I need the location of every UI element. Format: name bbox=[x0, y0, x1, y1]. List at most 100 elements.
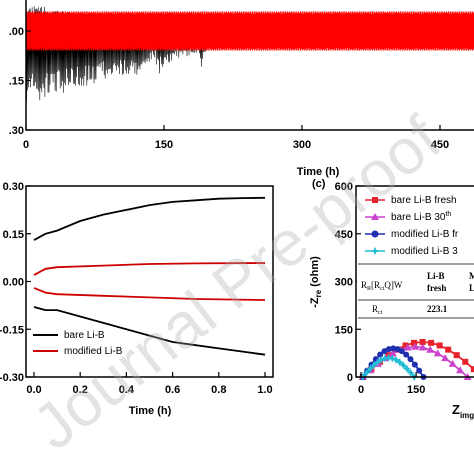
top-series-red-line bbox=[25, 11, 474, 51]
legend-item-bare-30th: bare Li-B 30th bbox=[365, 211, 451, 223]
top-x-tick-label: 150 bbox=[155, 139, 173, 151]
nyquist-point-circle bbox=[398, 348, 405, 355]
bottom-left-x-tick-label: 0.0 bbox=[26, 384, 41, 396]
top-series-group bbox=[25, 6, 474, 102]
nyquist-point-triangle bbox=[418, 343, 427, 351]
legend-label-modified: modified Li-B bbox=[64, 346, 123, 357]
legend-marker-circle bbox=[371, 230, 379, 238]
top-y-tick-label: .30 bbox=[9, 125, 24, 137]
bottom-right-x-tick-label: 150 bbox=[407, 384, 425, 396]
nyquist-point-square bbox=[436, 342, 443, 349]
legend-marker-star bbox=[370, 247, 380, 255]
bottom-left-y-tick-label: 0.15 bbox=[3, 229, 24, 241]
bottom-right-y-tick-label: 450 bbox=[335, 229, 353, 241]
nyquist-point-star bbox=[366, 364, 375, 373]
bottom-right-y-tick-label: 300 bbox=[335, 277, 353, 289]
nyquist-point-triangle bbox=[388, 349, 397, 357]
legend-label: bare Li-B 30th bbox=[391, 211, 451, 223]
nyquist-point-square bbox=[402, 342, 409, 349]
nyquist-point-triangle bbox=[441, 354, 450, 362]
panel-label-c: (c) bbox=[312, 178, 326, 190]
nyquist-point-star bbox=[395, 358, 404, 367]
legend-label: modified Li-B 3 bbox=[391, 246, 458, 257]
table-row-rct-label: Rct bbox=[372, 304, 383, 316]
top-x-axis-label: Time (h) bbox=[297, 166, 340, 178]
legend-item-modified-30: modified Li-B 3 bbox=[365, 246, 458, 257]
legend-marker-square bbox=[372, 197, 378, 203]
nyquist-point-circle bbox=[411, 361, 418, 368]
bottom-right-x-tick-label: 0 bbox=[358, 384, 364, 396]
top-plot-frame bbox=[25, 0, 474, 131]
nyquist-point-star bbox=[391, 355, 400, 364]
legend-label-bare: bare Li-B bbox=[64, 330, 105, 341]
bottom-right-y-axis-label: -Zre (ohm) bbox=[309, 256, 323, 308]
bottom-left-ticks: 0.0 0.2 0.4 0.6 0.8 1.0 0.30 0.15 0.00 -0.15 -0.30 bbox=[0, 181, 273, 396]
nyquist-point-star bbox=[380, 354, 389, 363]
top-x-tick-label: 0 bbox=[23, 139, 29, 151]
bottom-left-y-tick-label: -0.30 bbox=[0, 372, 24, 384]
bottom-left-y-tick-label: -0.15 bbox=[0, 324, 24, 336]
inset-table: RR[RctQ]W Li-B fresh M Li Rct 223.1 bbox=[357, 262, 474, 319]
bottom-right-legend: bare Li-B fresh bare Li-B 30th modified … bbox=[365, 195, 459, 257]
table-header-lib: Li-B bbox=[427, 271, 445, 281]
nyquist-point-triangle bbox=[448, 359, 457, 367]
legend-marker-triangle bbox=[371, 213, 379, 220]
bottom-right-y-tick-label: 150 bbox=[335, 324, 353, 336]
nyquist-point-circle bbox=[403, 351, 410, 358]
nyquist-point-star bbox=[388, 354, 397, 363]
bottom-left-x-tick-label: 0.4 bbox=[119, 384, 135, 396]
nyquist-point-circle bbox=[416, 367, 423, 374]
nyquist-point-triangle bbox=[426, 345, 435, 353]
nyquist-point-square bbox=[419, 338, 426, 345]
legend-label: modified Li-B fr bbox=[391, 229, 459, 240]
nyquist-point-square bbox=[445, 346, 452, 353]
bottom-left-y-tick-label: 0.30 bbox=[3, 181, 24, 193]
bottom-right-x-axis-label: Zimg bbox=[452, 402, 474, 420]
bottom-right-y-tick-label: 600 bbox=[335, 181, 353, 193]
nyquist-point-square bbox=[462, 358, 469, 365]
table-bg bbox=[357, 262, 474, 300]
nyquist-point-circle bbox=[407, 356, 414, 363]
series-modified-lower-line bbox=[33, 287, 266, 301]
nyquist-point-star bbox=[377, 355, 386, 364]
table-header-li: Li bbox=[469, 283, 474, 293]
bottom-left-x-axis-label: Time (h) bbox=[129, 405, 172, 417]
nyquist-point-star bbox=[384, 353, 393, 362]
bottom-left-x-tick-label: 0.2 bbox=[73, 384, 88, 396]
table-row-rct-value: 223.1 bbox=[427, 304, 448, 314]
nyquist-point-star bbox=[362, 368, 371, 377]
table-header-m: M bbox=[469, 271, 474, 281]
bottom-left-x-tick-label: 0.6 bbox=[165, 384, 180, 396]
legend-item-modified-fresh: modified Li-B fr bbox=[365, 229, 459, 240]
series-bare-upper-line bbox=[33, 196, 266, 241]
bottom-left-x-tick-label: 1.0 bbox=[257, 384, 272, 396]
nyquist-point-circle bbox=[377, 351, 384, 358]
nyquist-point-star bbox=[406, 368, 415, 377]
top-y-tick-label: .00 bbox=[9, 26, 24, 38]
bottom-left-x-tick-label: 0.8 bbox=[211, 384, 226, 396]
nyquist-point-square bbox=[428, 339, 435, 346]
bottom-left-panel: 0.0 0.2 0.4 0.6 0.8 1.0 0.30 0.15 0.00 -0.15 -0.30… bbox=[0, 181, 274, 417]
top-x-tick-label: 300 bbox=[293, 139, 311, 151]
top-panel: 0 150 300 450 .00 .15 .30 Time (h) bbox=[9, 0, 474, 178]
nyquist-point-square bbox=[453, 352, 460, 359]
bottom-right-panel: 0 150 600 450 300 150 0 (c) -Zre (ohm) Zimg ba… bbox=[309, 178, 474, 420]
nyquist-point-triangle bbox=[456, 366, 465, 374]
table-header-fresh: fresh bbox=[427, 283, 446, 293]
bottom-left-legend: bare Li-B modified Li-B bbox=[33, 330, 123, 357]
nyquist-point-star bbox=[373, 358, 382, 367]
nyquist-point-star bbox=[402, 364, 411, 373]
bottom-right-y-tick-label: 0 bbox=[347, 372, 353, 384]
nyquist-point-square bbox=[411, 339, 418, 346]
series-modified-upper-line bbox=[33, 262, 266, 276]
bottom-right-ticks: 0 150 600 450 300 150 0 bbox=[335, 181, 426, 396]
legend-label: bare Li-B fresh bbox=[391, 195, 457, 206]
nyquist-point-star bbox=[399, 361, 408, 370]
nyquist-point-star bbox=[369, 361, 378, 370]
bottom-left-y-tick-label: 0.00 bbox=[3, 277, 24, 289]
top-x-tick-label: 450 bbox=[431, 139, 449, 151]
nyquist-point-triangle bbox=[403, 343, 412, 351]
legend-item-bare-fresh: bare Li-B fresh bbox=[365, 195, 457, 206]
top-ticks: 0 150 300 450 .00 .15 .30 bbox=[9, 26, 449, 151]
